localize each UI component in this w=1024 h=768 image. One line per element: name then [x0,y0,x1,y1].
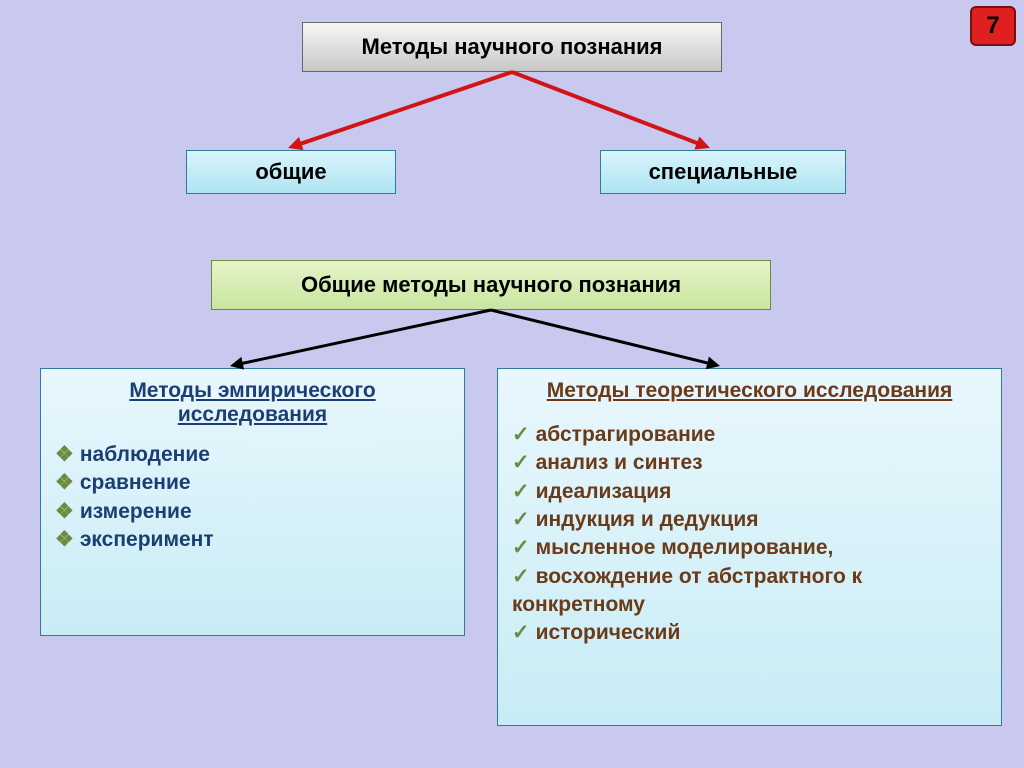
left-detail-title: Методы эмпирического исследования [55,379,450,427]
page-number-text: 7 [986,12,999,40]
page-number: 7 [970,6,1016,46]
spacer [512,409,987,421]
top-title-text: Методы научного познания [362,34,663,60]
right-detail-box: Методы теоретического исследования абстр… [497,368,1002,726]
branch-right-box: специальные [600,150,846,194]
branch-left-box: общие [186,150,396,194]
list-item: эксперимент [55,526,450,554]
left-detail-box: Методы эмпирического исследования наблюд… [40,368,465,636]
left-detail-list: наблюдениесравнениеизмерениеэксперимент [55,441,450,554]
branch-right-text: специальные [649,159,798,185]
list-item: сравнение [55,469,450,497]
right-detail-list: абстрагированиеанализ и синтезидеализаци… [512,421,987,648]
list-item: исторический [512,619,987,647]
mid-title-text: Общие методы научного познания [301,272,681,298]
list-item: идеализация [512,478,987,506]
list-item: восхождение от абстрактного к конкретном… [512,563,987,620]
list-item: наблюдение [55,441,450,469]
list-item: измерение [55,498,450,526]
list-item: абстрагирование [512,421,987,449]
list-item: мысленное моделирование, [512,534,987,562]
top-title-box: Методы научного познания [302,22,722,72]
right-detail-title: Методы теоретического исследования [512,379,987,403]
list-item: индукция и дедукция [512,506,987,534]
spacer [55,433,450,441]
branch-left-text: общие [255,159,326,185]
mid-title-box: Общие методы научного познания [211,260,771,310]
list-item: анализ и синтез [512,449,987,477]
